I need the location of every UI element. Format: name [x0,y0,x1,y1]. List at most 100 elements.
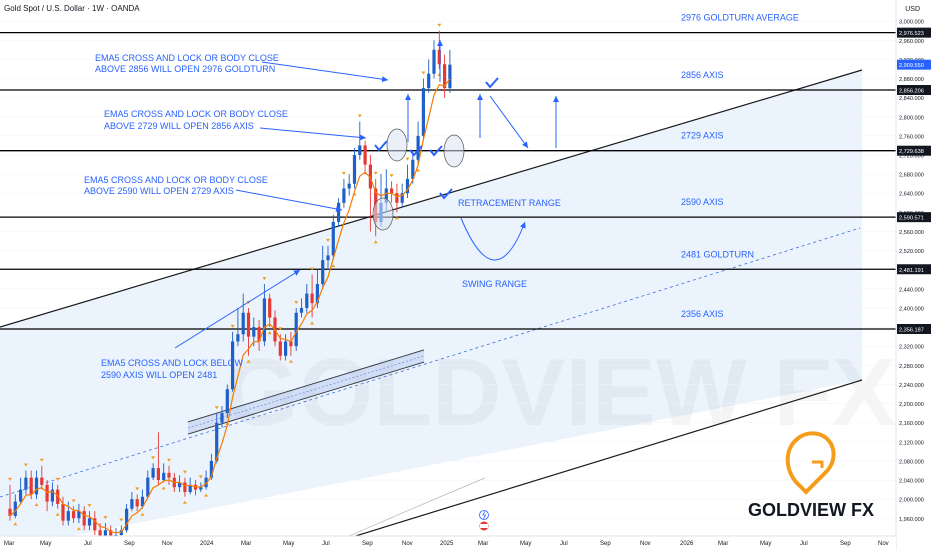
y-tick-label: 2,280.000 [899,364,924,370]
candle-body [299,307,304,313]
fractal-marker [357,114,362,118]
y-axis: 3,000.0002,960.0002,920.0002,880.0002,84… [895,0,932,550]
x-tick-label: Sep [124,541,135,547]
candle-body [151,468,155,478]
candle-body [437,49,441,65]
x-tick-label: Jul [560,541,568,547]
annotation-arrow [235,189,343,212]
x-tick-label: May [40,541,51,547]
level-price-tag-text: 2,590.571 [899,216,924,222]
candle-body [125,508,129,531]
y-tick-label: 2,560.000 [899,230,924,236]
fractal-marker [262,277,267,281]
fractal-marker [135,487,140,491]
level-label: 2976 GOLDTURN AVERAGE [681,13,799,23]
candle-body [77,511,81,519]
candle-body [421,88,425,136]
y-tick-label: 2,880.000 [899,77,924,83]
channel-upper-line [0,69,863,328]
level-label: 2356 AXIS [681,309,724,319]
y-tick-label: 2,800.000 [899,115,924,121]
fractal-marker [198,475,203,479]
candle-body [331,221,335,256]
annotation-text: RETRACEMENT RANGE [458,198,561,208]
candle-body [289,341,293,347]
level-price-tag [897,264,931,275]
x-tick-label: Mar [718,541,728,547]
candle-body [390,188,394,194]
x-tick-label: Nov [162,541,173,547]
x-tick-label: Mar [4,541,14,547]
fractal-marker [294,300,299,304]
level-price-tag [897,324,931,334]
x-tick-label: Sep [840,541,851,547]
level-label: 2481 GOLDTURN [681,249,754,259]
annotation-text: ABOVE 2856 WILL OPEN 2976 GOLDTURN [95,64,275,74]
annotation-text: EMA5 CROSS AND LOCK OR BODY CLOSE [84,175,268,185]
annotation-arrow [259,127,367,141]
candle-body [358,145,362,156]
candle-body [342,188,346,203]
annotation-text: EMA5 CROSS AND LOCK OR BODY CLOSE [95,53,279,63]
fractal-marker [326,238,330,242]
candle-body [352,155,357,184]
level-price-tag-text: 2,481.191 [899,268,924,274]
candle-body [156,468,160,481]
annotation-text: ABOVE 2729 WILL OPEN 2856 AXIS [104,121,254,131]
y-tick-label: 2,160.000 [899,421,924,427]
level-lines: 2976 GOLDTURN AVERAGE 2856 AXIS 2729 AXIS 2… [0,13,896,330]
fractal-marker [373,171,378,175]
y-tick-label: 2,120.000 [899,440,924,446]
projection-arrow [489,95,529,149]
x-tick-label: Mar [241,541,251,547]
check-mark [485,77,499,89]
current-price-text: 2,909.550 [899,63,924,69]
candle-body [284,341,288,356]
y-tick-label: 2,440.000 [899,287,924,293]
candle-body [135,499,139,507]
fractal-marker [246,359,251,363]
level-label: 2729 AXIS [681,131,724,141]
fractal-marker [416,168,421,172]
fractal-marker [437,23,442,27]
x-tick-label: 2025 [440,541,454,547]
fractal-marker [71,499,76,503]
annotation-text: 2590 AXIS WILL OPEN 2481 [101,370,217,380]
fractal-marker [39,458,44,462]
annotation-text: EMA5 CROSS AND LOCK OR BODY CLOSE [104,109,288,119]
check-mark [439,188,453,200]
fractal-marker [23,463,28,467]
candle-body [209,460,213,478]
y-tick-label: 2,400.000 [899,306,924,312]
candle-body [199,487,203,490]
candle-body [246,312,251,337]
fractal-marker [87,504,92,508]
fractal-marker [267,331,272,335]
goldview-logo: GOLDVIEW FX [748,431,874,520]
x-tick-label: Nov [878,541,889,547]
candle-body [305,293,309,308]
candle-body [140,496,145,507]
candle-body [93,518,97,531]
candle-body [204,477,208,488]
fractal-marker [214,406,219,410]
fractal-marker [310,267,315,271]
fractal-marker [182,470,187,474]
fractal-marker [55,477,60,481]
level-label: 2856 AXIS [681,70,724,80]
fractal-marker [151,456,156,460]
candle-body [66,511,70,521]
fractal-marker [230,324,235,328]
annotation-arrows [174,40,559,349]
y-tick-label: 2,760.000 [899,134,924,140]
candle-body [61,503,65,521]
fractal-marker [341,171,346,175]
level-price-tag-text: 2,356.187 [899,328,924,334]
y-tick-label: 2,080.000 [899,459,924,465]
candle-body [427,73,431,89]
candle-body [294,312,298,347]
level-label: 2590 AXIS [681,197,724,207]
y-tick-label: 2,520.000 [899,249,924,255]
annotation-text: EMA5 CROSS AND LOCK BELOW [101,358,244,368]
